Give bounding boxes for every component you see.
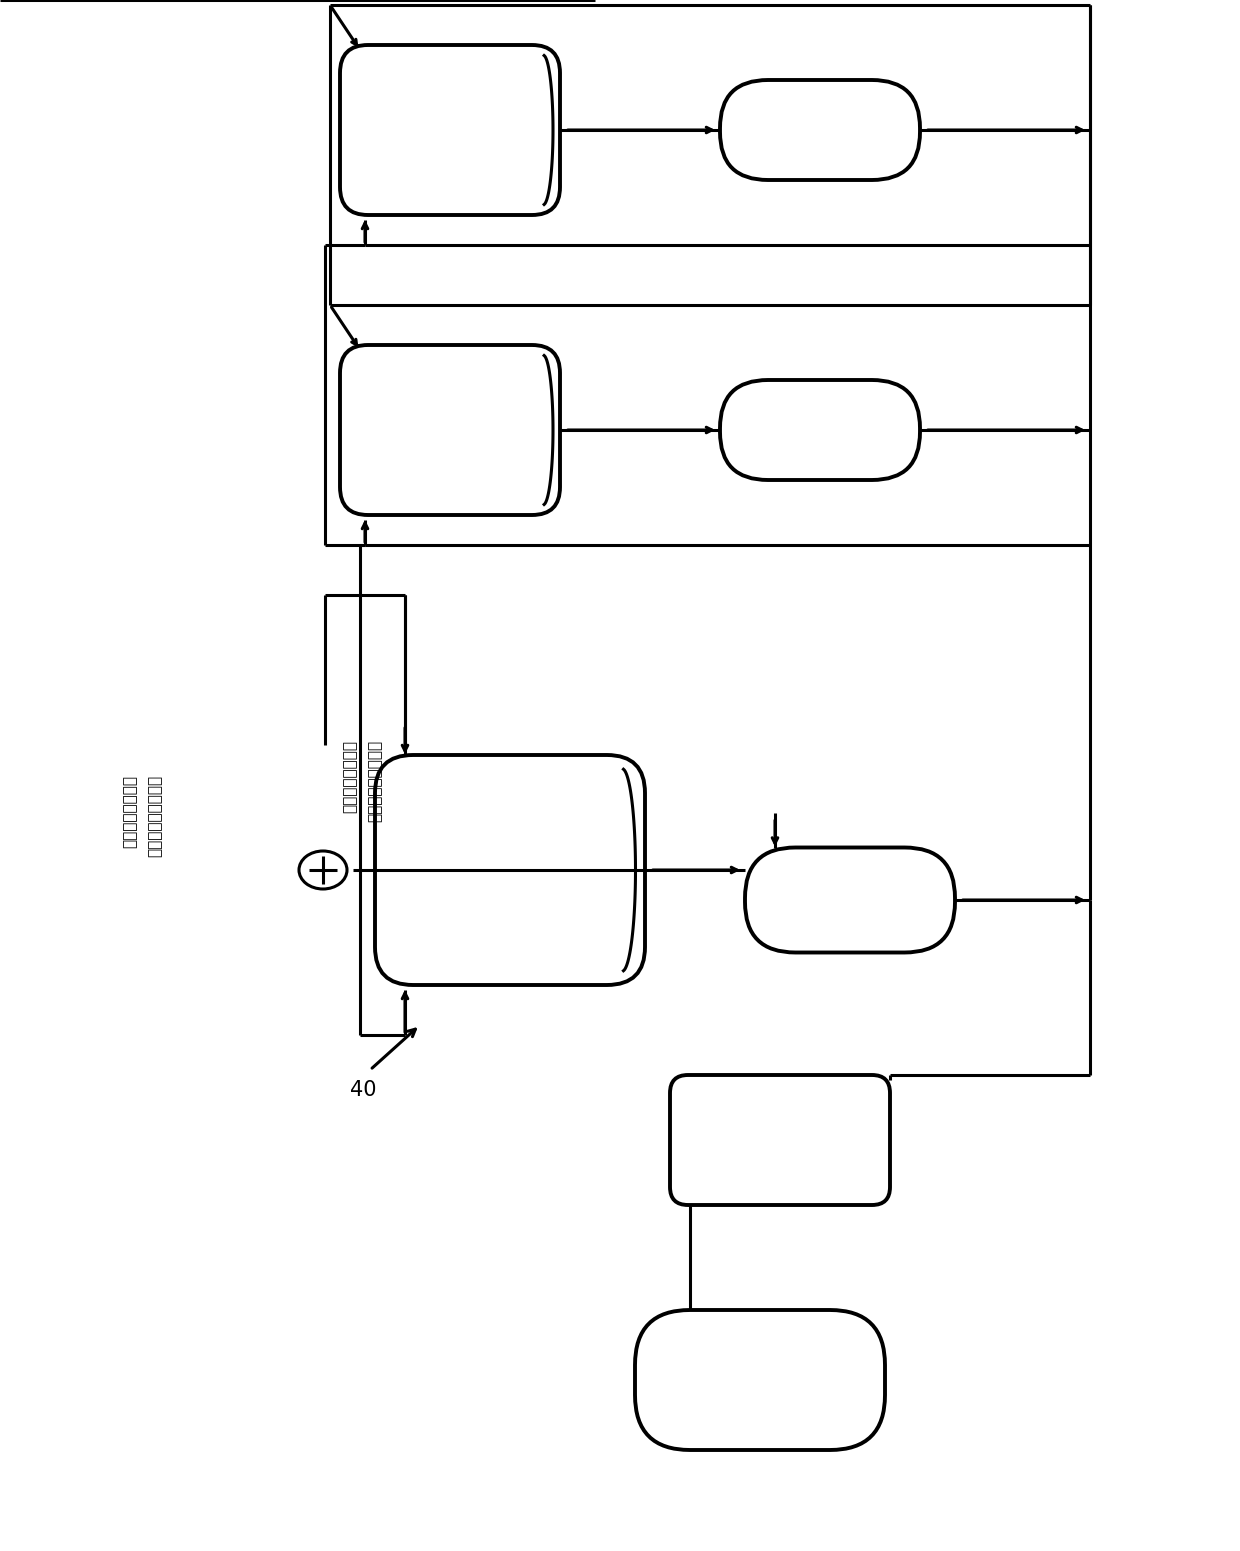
FancyBboxPatch shape xyxy=(720,380,920,479)
Text: 40: 40 xyxy=(350,1079,377,1100)
FancyBboxPatch shape xyxy=(745,847,955,952)
FancyBboxPatch shape xyxy=(340,45,560,216)
Text: 催化剂（碱性类）: 催化剂（碱性类） xyxy=(342,740,357,813)
Ellipse shape xyxy=(299,851,347,889)
FancyBboxPatch shape xyxy=(340,344,560,515)
FancyBboxPatch shape xyxy=(374,755,645,985)
Text: 醇类（甲醇、乙醇）: 醇类（甲醇、乙醇） xyxy=(367,740,382,822)
FancyBboxPatch shape xyxy=(670,1075,890,1205)
FancyBboxPatch shape xyxy=(720,81,920,180)
Text: 植物油或废食用油）: 植物油或废食用油） xyxy=(148,776,162,858)
FancyBboxPatch shape xyxy=(635,1311,885,1450)
Text: 原料油（各种动、: 原料油（各种动、 xyxy=(123,776,138,848)
